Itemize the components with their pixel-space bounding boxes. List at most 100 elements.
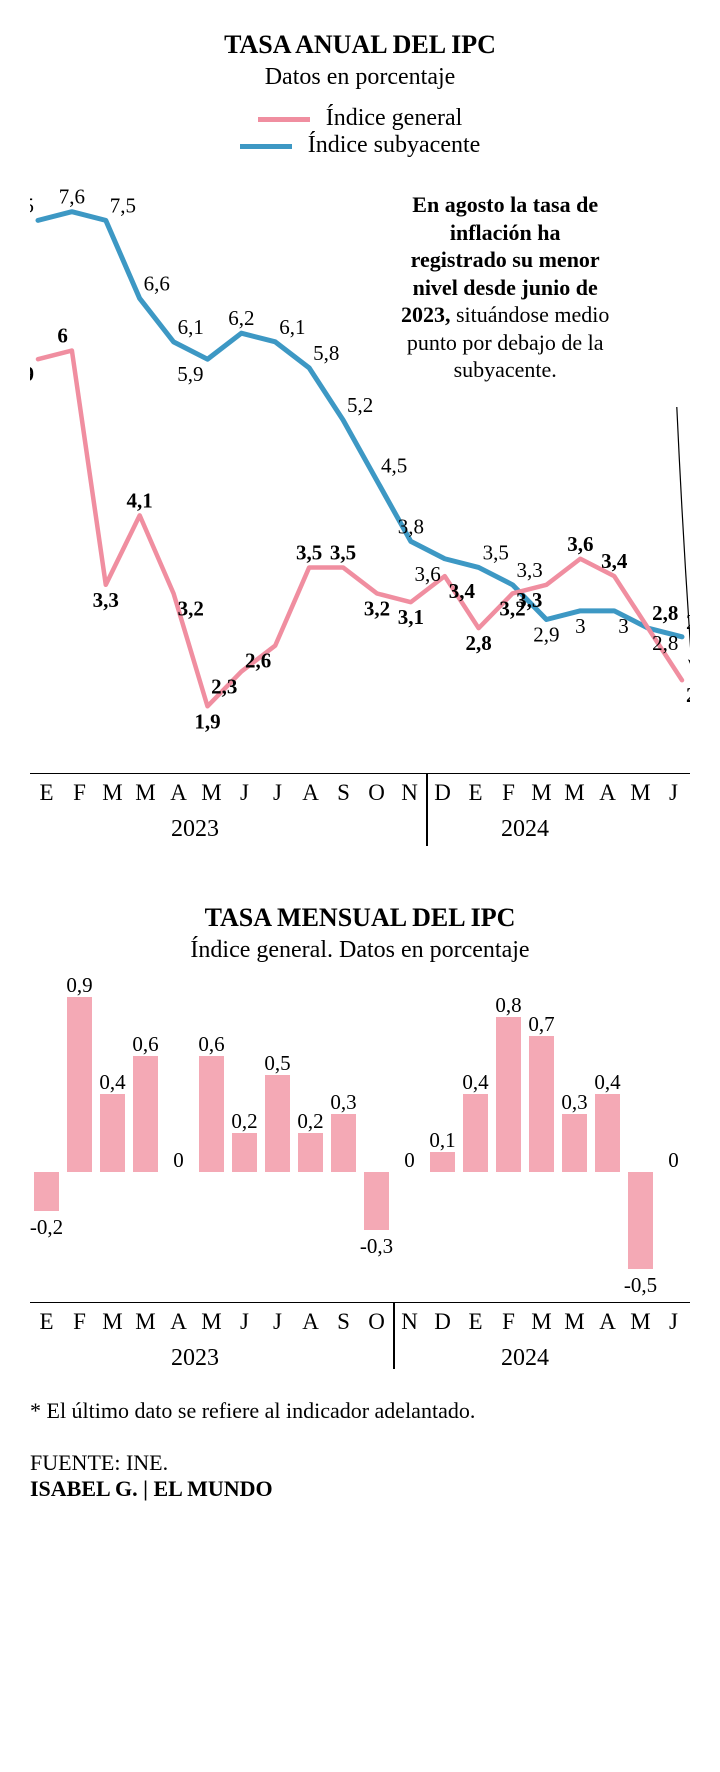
month-label: M <box>558 1309 591 1335</box>
svg-text:6,1: 6,1 <box>178 315 204 339</box>
month-label: D <box>426 1309 459 1335</box>
svg-text:3,8: 3,8 <box>398 514 424 538</box>
month-label: M <box>624 1309 657 1335</box>
source: FUENTE: INE. <box>30 1450 690 1476</box>
bar <box>430 1152 456 1171</box>
chart2-year-labels: 2023 2024 <box>30 1345 690 1372</box>
svg-text:2,7: 2,7 <box>686 610 690 634</box>
chart2-title: TASA MENSUAL DEL IPC <box>30 903 690 933</box>
month-label: M <box>558 780 591 806</box>
svg-text:3,5: 3,5 <box>330 540 356 564</box>
month-label: J <box>228 1309 261 1335</box>
bar <box>364 1172 390 1230</box>
month-label: O <box>360 780 393 806</box>
bar-value-label: 0,5 <box>258 1051 298 1076</box>
infographic-container: TASA ANUAL DEL IPC Datos en porcentaje Í… <box>0 0 720 1522</box>
svg-text:7,6: 7,6 <box>59 185 85 209</box>
svg-text:3,3: 3,3 <box>93 588 119 612</box>
month-label: M <box>525 1309 558 1335</box>
month-label: E <box>459 1309 492 1335</box>
month-label: F <box>492 1309 525 1335</box>
month-label: A <box>591 780 624 806</box>
svg-text:6,1: 6,1 <box>279 315 305 339</box>
month-label: E <box>30 1309 63 1335</box>
svg-text:2,8: 2,8 <box>466 631 492 655</box>
bar-value-label: 0,4 <box>456 1070 496 1095</box>
chart1-year-separator <box>426 774 428 846</box>
svg-text:5,9: 5,9 <box>30 362 34 386</box>
bar <box>628 1172 654 1269</box>
chart2-plot-area: -0,20,90,40,600,60,20,50,20,3-0,300,10,4… <box>30 978 690 1288</box>
bar-value-label: 0,1 <box>423 1128 463 1153</box>
month-label: D <box>426 780 459 806</box>
chart1-month-labels: EFMMAMJJASONDEFMMAMJ <box>30 780 690 806</box>
month-label: A <box>294 780 327 806</box>
month-label: J <box>261 780 294 806</box>
bar-value-label: -0,2 <box>27 1215 67 1240</box>
bar <box>331 1114 357 1172</box>
bar-value-label: 0,4 <box>588 1070 628 1095</box>
chart1-legend: Índice general Índice subyacente <box>30 105 690 159</box>
month-label: M <box>195 1309 228 1335</box>
chart2-year-separator <box>393 1303 395 1369</box>
bar <box>67 997 93 1171</box>
chart1: TASA ANUAL DEL IPC Datos en porcentaje Í… <box>30 30 690 843</box>
month-label: J <box>657 780 690 806</box>
svg-text:4,1: 4,1 <box>127 488 153 512</box>
month-label: M <box>195 780 228 806</box>
svg-text:3,1: 3,1 <box>398 605 424 629</box>
legend-swatch-subyacente <box>240 144 292 149</box>
month-label: A <box>294 1309 327 1335</box>
month-label: S <box>327 780 360 806</box>
month-label: E <box>30 780 63 806</box>
bar-value-label: 0,6 <box>126 1032 166 1057</box>
bar <box>232 1133 258 1172</box>
month-label: J <box>657 1309 690 1335</box>
svg-text:5,8: 5,8 <box>313 341 339 365</box>
svg-text:3: 3 <box>575 614 586 638</box>
month-label: M <box>624 780 657 806</box>
bar <box>199 1056 225 1172</box>
bar <box>595 1094 621 1172</box>
month-label: A <box>162 1309 195 1335</box>
month-label: F <box>63 780 96 806</box>
svg-text:3,6: 3,6 <box>414 562 440 586</box>
svg-text:3,5: 3,5 <box>483 540 509 564</box>
chart1-plot-area: 7,57,67,56,66,15,96,26,15,85,24,53,83,63… <box>30 177 690 767</box>
svg-text:1,9: 1,9 <box>194 709 220 733</box>
bar-value-label: 0,4 <box>93 1070 133 1095</box>
svg-text:2,8: 2,8 <box>652 631 678 655</box>
chart2-subtitle: Índice general. Datos en porcentaje <box>30 937 690 964</box>
svg-text:2,6: 2,6 <box>245 649 271 673</box>
chart1-annotation: En agosto la tasa de inflación ha regist… <box>400 191 610 384</box>
svg-text:3,2: 3,2 <box>178 596 204 620</box>
svg-text:2,8: 2,8 <box>652 601 678 625</box>
bar <box>562 1114 588 1172</box>
month-label: N <box>393 1309 426 1335</box>
byline: ISABEL G. | EL MUNDO <box>30 1476 690 1502</box>
chart2-x-axis: EFMMAMJJASONDEFMMAMJ 2023 2024 <box>30 1302 690 1372</box>
bar-value-label: 0,7 <box>522 1012 562 1037</box>
svg-text:3,3: 3,3 <box>517 558 543 582</box>
svg-text:5,9: 5,9 <box>177 362 203 386</box>
svg-text:2,9: 2,9 <box>533 623 559 647</box>
bar <box>496 1017 522 1172</box>
year-2023-b: 2023 <box>30 1345 360 1372</box>
svg-text:7,5: 7,5 <box>110 193 136 217</box>
bar <box>133 1056 159 1172</box>
month-label: F <box>63 1309 96 1335</box>
chart1-year-labels: 2023 2024 <box>30 816 690 843</box>
legend-label-general: Índice general <box>326 105 463 131</box>
month-label: E <box>459 780 492 806</box>
svg-text:3,2: 3,2 <box>364 596 390 620</box>
year-2023: 2023 <box>30 816 360 843</box>
svg-text:7,5: 7,5 <box>30 193 34 217</box>
bar <box>265 1075 291 1172</box>
month-label: A <box>591 1309 624 1335</box>
svg-text:6: 6 <box>57 324 68 348</box>
bar <box>529 1036 555 1172</box>
bar <box>100 1094 126 1172</box>
footnote: * El último dato se refiere al indicador… <box>30 1398 690 1424</box>
bar-value-label: 0,3 <box>324 1090 364 1115</box>
month-label: O <box>360 1309 393 1335</box>
